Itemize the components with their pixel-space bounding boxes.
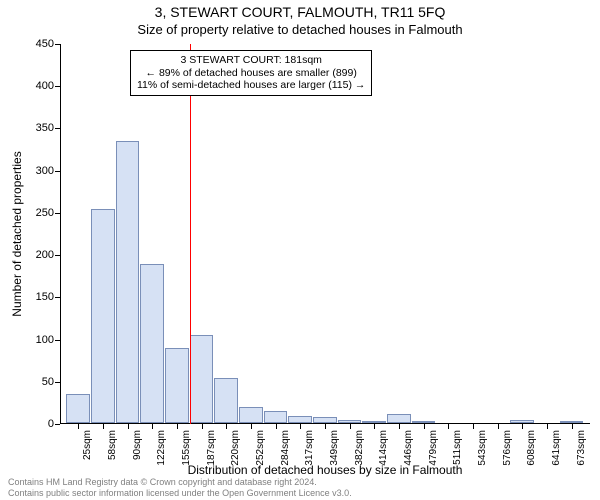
y-tick-label: 450 — [20, 38, 54, 50]
page-title-line2: Size of property relative to detached ho… — [0, 22, 600, 37]
annotation-line2: ← 89% of detached houses are smaller (89… — [137, 67, 365, 80]
histogram-bar — [66, 394, 90, 423]
x-tick — [498, 424, 499, 429]
x-tick-label: 414sqm — [378, 430, 389, 490]
y-tick — [55, 213, 60, 214]
x-tick — [152, 424, 153, 429]
annotation-line1: 3 STEWART COURT: 181sqm — [137, 54, 365, 67]
y-tick-label: 150 — [20, 291, 54, 303]
x-tick — [325, 424, 326, 429]
y-tick — [55, 424, 60, 425]
x-tick-label: 673sqm — [576, 430, 587, 490]
x-tick-label: 479sqm — [428, 430, 439, 490]
y-tick-label: 0 — [20, 418, 54, 430]
x-tick — [350, 424, 351, 429]
x-tick-label: 382sqm — [354, 430, 365, 490]
y-axis-label: Number of detached properties — [10, 44, 26, 424]
x-tick-label: 511sqm — [452, 430, 463, 490]
x-tick — [226, 424, 227, 429]
y-axis-line — [60, 44, 61, 424]
x-tick — [276, 424, 277, 429]
histogram-plot: 05010015020025030035040045025sqm58sqm90s… — [60, 44, 590, 424]
footer-line1: Contains HM Land Registry data © Crown c… — [8, 477, 352, 487]
x-tick-label: 446sqm — [403, 430, 414, 490]
histogram-bar — [288, 416, 312, 423]
reference-line — [190, 44, 191, 424]
x-tick — [78, 424, 79, 429]
histogram-bar — [140, 264, 164, 423]
x-tick — [473, 424, 474, 429]
histogram-bar — [338, 420, 362, 423]
y-tick — [55, 255, 60, 256]
histogram-bar — [510, 420, 534, 423]
x-tick — [448, 424, 449, 429]
y-tick-label: 50 — [20, 376, 54, 388]
y-tick-label: 250 — [20, 207, 54, 219]
x-tick-label: 641sqm — [551, 430, 562, 490]
x-axis-label: Distribution of detached houses by size … — [60, 463, 590, 477]
histogram-bar — [264, 411, 288, 423]
annotation-line3: 11% of semi-detached houses are larger (… — [137, 79, 365, 92]
x-tick-label: 608sqm — [526, 430, 537, 490]
y-tick-label: 400 — [20, 80, 54, 92]
histogram-bar — [214, 378, 238, 423]
y-tick — [55, 340, 60, 341]
histogram-bar — [362, 421, 386, 423]
footer-attribution: Contains HM Land Registry data © Crown c… — [8, 477, 352, 498]
x-tick-label: 576sqm — [502, 430, 513, 490]
histogram-bar — [412, 421, 436, 423]
x-tick — [399, 424, 400, 429]
histogram-bar — [116, 141, 140, 423]
y-tick-label: 100 — [20, 334, 54, 346]
x-tick — [547, 424, 548, 429]
y-tick — [55, 171, 60, 172]
y-tick — [55, 44, 60, 45]
x-tick — [202, 424, 203, 429]
histogram-bar — [313, 417, 337, 423]
x-tick — [103, 424, 104, 429]
y-tick-label: 350 — [20, 122, 54, 134]
x-tick — [522, 424, 523, 429]
footer-line2: Contains public sector information licen… — [8, 488, 352, 498]
histogram-bar — [91, 209, 115, 423]
x-tick — [128, 424, 129, 429]
y-tick — [55, 297, 60, 298]
x-tick-label: 543sqm — [477, 430, 488, 490]
y-tick — [55, 86, 60, 87]
x-tick — [177, 424, 178, 429]
y-tick — [55, 128, 60, 129]
histogram-bar — [190, 335, 214, 423]
page-title-line1: 3, STEWART COURT, FALMOUTH, TR11 5FQ — [0, 4, 600, 20]
y-tick-label: 200 — [20, 249, 54, 261]
x-tick — [374, 424, 375, 429]
x-tick — [251, 424, 252, 429]
histogram-bar — [165, 348, 189, 423]
x-tick — [300, 424, 301, 429]
y-tick — [55, 382, 60, 383]
histogram-bar — [560, 421, 584, 423]
x-tick — [572, 424, 573, 429]
histogram-bar — [239, 407, 263, 423]
y-tick-label: 300 — [20, 165, 54, 177]
annotation-box: 3 STEWART COURT: 181sqm← 89% of detached… — [130, 50, 372, 96]
x-tick — [424, 424, 425, 429]
histogram-bar — [387, 414, 411, 423]
